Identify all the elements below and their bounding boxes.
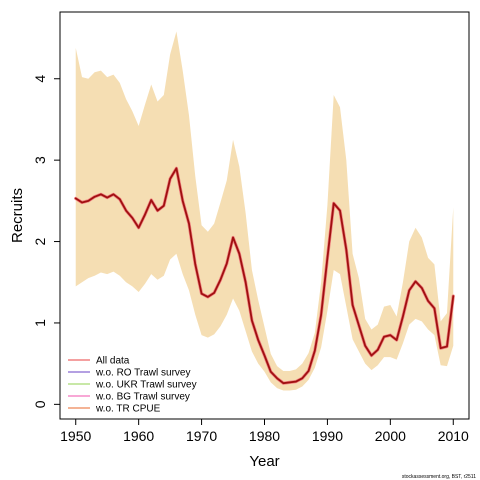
y-tick-label: 3: [32, 156, 48, 164]
y-axis-label: Recruits: [9, 188, 26, 243]
confidence-band: [75, 31, 454, 391]
y-tick-label: 2: [32, 237, 48, 245]
uncertainty-band-layer: [75, 31, 454, 391]
x-tick-label: 2000: [375, 428, 406, 444]
x-tick-label: 1970: [186, 428, 217, 444]
x-tick-label: 1980: [249, 428, 280, 444]
legend-label: w.o. BG Trawl survey: [95, 392, 190, 403]
y-tick-label: 0: [32, 400, 48, 408]
legend-label: All data: [96, 356, 130, 367]
x-tick-label: 1990: [312, 428, 343, 444]
x-axis: 1950 1960 1970 1980 1990 2000 2010: [60, 419, 469, 444]
x-tick-label: 1950: [60, 428, 91, 444]
legend-label: w.o. UKR Trawl survey: [95, 380, 197, 391]
series-line-estimate: [74, 167, 455, 385]
y-axis: 0 1 2 3 4: [32, 75, 60, 408]
x-tick-label: 2010: [438, 428, 469, 444]
series-lines-layer: [74, 166, 455, 385]
legend-label: w.o. TR CPUE: [95, 404, 161, 415]
legend-label: w.o. RO Trawl survey: [95, 368, 190, 379]
x-tick-label: 1960: [123, 428, 154, 444]
credit-text: stockassessment.org, BST, r2511: [402, 474, 476, 480]
y-tick-label: 4: [32, 75, 48, 83]
x-axis-label: Year: [249, 453, 279, 470]
y-tick-label: 1: [32, 319, 48, 327]
